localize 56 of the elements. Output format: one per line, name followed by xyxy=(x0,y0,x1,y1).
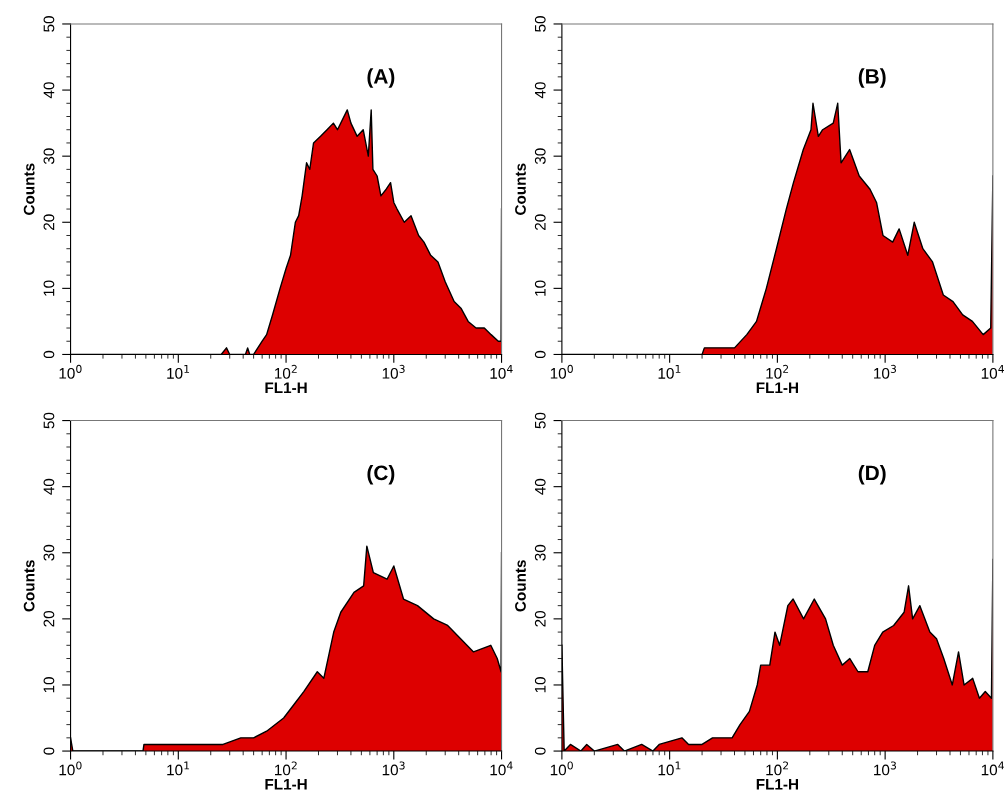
y-tick-label: 40 xyxy=(534,82,546,99)
y-tick-label: 30 xyxy=(43,148,55,165)
y-tick-label: 0 xyxy=(43,747,55,755)
x-tick-label: 10$^{2}$ xyxy=(275,364,297,379)
y-tick-label: 20 xyxy=(534,214,546,230)
x-tick-label: 10$^{0}$ xyxy=(550,364,573,379)
x-tick-label: 10$^{4}$ xyxy=(490,761,513,776)
x-tick-label: 10$^{1}$ xyxy=(167,364,190,379)
x-axis-title: FL1-H xyxy=(265,382,307,393)
y-tick-label: 50 xyxy=(534,412,546,429)
x-tick-label: 10$^{3}$ xyxy=(874,364,896,379)
y-tick-label: 10 xyxy=(534,280,546,296)
x-tick-label: 10$^{0}$ xyxy=(550,761,573,776)
y-tick-label: 0 xyxy=(43,350,55,359)
y-tick-label: 20 xyxy=(43,610,55,627)
y-axis-title: Counts xyxy=(23,163,35,215)
y-tick-label: 50 xyxy=(43,16,55,32)
x-tick-label: 10$^{2}$ xyxy=(275,761,297,776)
x-axis-title: FL1-H xyxy=(756,779,798,790)
y-tick-label: 10 xyxy=(534,677,546,693)
x-tick-label: 10$^{4}$ xyxy=(981,364,1004,379)
x-tick-label: 10$^{2}$ xyxy=(766,761,789,776)
x-tick-label: 10$^{3}$ xyxy=(382,364,405,379)
y-tick-label: 0 xyxy=(534,350,546,359)
annotation: (C) xyxy=(367,464,395,485)
y-axis-title: Counts xyxy=(23,560,35,612)
y-tick-label: 10 xyxy=(43,280,55,296)
x-tick-label: 10$^{2}$ xyxy=(766,364,789,379)
y-tick-label: 0 xyxy=(534,747,546,755)
y-tick-label: 20 xyxy=(43,214,55,230)
x-tick-label: 10$^{1}$ xyxy=(658,364,681,379)
x-tick-label: 10$^{3}$ xyxy=(382,761,405,776)
y-tick-label: 40 xyxy=(534,478,546,495)
x-tick-label: 10$^{1}$ xyxy=(658,761,681,776)
y-tick-label: 10 xyxy=(43,677,55,693)
annotation: (B) xyxy=(858,68,886,88)
y-tick-label: 30 xyxy=(534,148,546,165)
y-tick-label: 30 xyxy=(43,544,55,561)
y-axis-title: Counts xyxy=(515,163,526,215)
x-axis-title: FL1-H xyxy=(265,779,307,790)
y-axis-title: Counts xyxy=(515,560,526,612)
x-tick-label: 10$^{4}$ xyxy=(981,761,1004,776)
y-tick-label: 50 xyxy=(43,412,55,429)
y-tick-label: 30 xyxy=(534,544,546,561)
x-axis-title: FL1-H xyxy=(756,382,798,393)
y-tick-label: 40 xyxy=(43,82,55,99)
x-tick-label: 10$^{0}$ xyxy=(59,364,82,379)
x-tick-label: 10$^{3}$ xyxy=(874,761,896,776)
x-tick-label: 10$^{0}$ xyxy=(59,761,82,776)
y-tick-label: 40 xyxy=(43,478,55,495)
x-tick-label: 10$^{4}$ xyxy=(490,364,513,379)
x-tick-label: 10$^{1}$ xyxy=(167,761,190,776)
annotation: (D) xyxy=(858,464,886,485)
y-tick-label: 20 xyxy=(534,610,546,627)
annotation: (A) xyxy=(367,68,395,88)
y-tick-label: 50 xyxy=(534,16,546,32)
